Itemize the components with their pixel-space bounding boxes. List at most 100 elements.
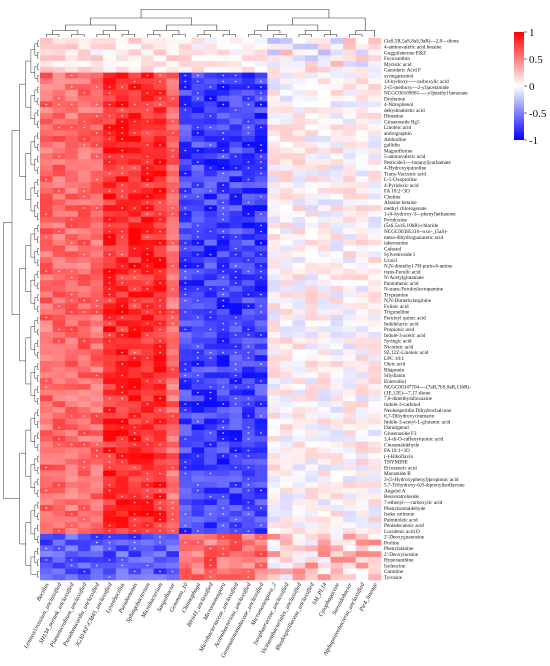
heatmap-cell	[128, 205, 142, 212]
heatmap-cell	[52, 441, 66, 448]
heatmap-cell	[52, 528, 66, 535]
heatmap-cell	[305, 360, 319, 367]
dendrogram-branch	[30, 464, 35, 488]
heatmap-cell	[254, 562, 268, 569]
heatmap-cell	[128, 210, 142, 218]
heatmap-cell	[40, 43, 53, 50]
heatmap-cell	[330, 435, 344, 442]
heatmap-cell	[52, 505, 66, 512]
heatmap-cell	[153, 349, 167, 356]
heatmap-cell	[191, 568, 205, 575]
heatmap-cell	[52, 522, 66, 529]
significance-star: *	[247, 260, 250, 265]
heatmap-cell	[368, 38, 382, 45]
heatmap-cell	[229, 453, 243, 460]
heatmap-cell	[191, 112, 205, 120]
heatmap-cell	[368, 556, 382, 564]
heatmap-cell	[40, 499, 53, 506]
heatmap-cell	[204, 107, 218, 114]
heatmap-cell	[305, 447, 319, 454]
significance-star: *	[45, 381, 48, 386]
heatmap-cell	[229, 280, 243, 287]
heatmap-cell	[305, 505, 319, 512]
significance-star: *	[133, 525, 136, 530]
significance-star: *	[209, 231, 212, 236]
significance-star: *	[222, 421, 225, 426]
dendrogram-branch	[37, 398, 39, 405]
heatmap-cell	[368, 372, 382, 379]
heatmap-cell	[242, 476, 255, 483]
heatmap-cell	[254, 130, 268, 137]
heatmap-cell	[191, 84, 205, 91]
significance-star: *	[121, 386, 124, 391]
heatmap-cell	[317, 141, 331, 148]
heatmap-cell	[65, 395, 79, 402]
heatmap-cell	[330, 458, 344, 465]
significance-star: *	[260, 536, 263, 541]
heatmap-cell	[52, 274, 66, 281]
heatmap-cell	[317, 147, 331, 154]
heatmap-cell	[141, 447, 154, 454]
heatmap-cell	[52, 176, 66, 183]
significance-star: *	[146, 421, 149, 426]
significance-star: *	[159, 300, 162, 305]
heatmap-cell	[343, 187, 357, 194]
heatmap-cell	[166, 378, 180, 385]
row-label: Feruloyl quinic acid	[384, 315, 426, 321]
heatmap-cell	[178, 43, 192, 50]
heatmap-cell	[65, 383, 79, 391]
significance-star: *	[184, 473, 187, 478]
heatmap-cell	[343, 407, 357, 414]
significance-star: *	[260, 144, 263, 149]
heatmap-cell	[77, 251, 91, 258]
heatmap-cell	[204, 136, 218, 143]
heatmap-cell	[267, 366, 281, 373]
row-label: Guggulsterone E&Z	[384, 50, 426, 56]
heatmap-cell	[115, 464, 129, 471]
heatmap-cell	[178, 210, 192, 218]
significance-star: *	[58, 104, 61, 109]
heatmap-cell	[204, 389, 218, 396]
heatmap-cell	[204, 441, 218, 448]
heatmap-cell	[343, 124, 357, 131]
row-label: N,N-dimethyl-7H-purin-6-amine	[384, 264, 453, 270]
significance-star: *	[121, 421, 124, 426]
heatmap-cell	[305, 205, 319, 212]
significance-star: *	[146, 323, 149, 328]
heatmap-cell	[216, 481, 230, 489]
heatmap-cell	[141, 505, 154, 512]
heatmap-cell	[254, 510, 268, 517]
heatmap-cell	[254, 447, 268, 454]
heatmap-cell	[368, 343, 382, 350]
significance-star: *	[159, 329, 162, 334]
heatmap-cell	[355, 320, 369, 327]
heatmap-cell	[90, 239, 104, 246]
heatmap-cell	[40, 568, 53, 575]
dendrogram-branch	[37, 179, 39, 186]
significance-star: *	[235, 381, 238, 386]
heatmap-cell	[368, 251, 382, 258]
significance-star: *	[108, 271, 111, 276]
heatmap-cell	[128, 522, 142, 529]
heatmap-cell	[330, 147, 344, 154]
heatmap-cell	[128, 481, 142, 489]
heatmap-cell	[317, 314, 331, 321]
heatmap-cell	[317, 78, 331, 85]
dendrogram-branch	[37, 86, 39, 94]
heatmap-cell	[178, 55, 192, 62]
dendrogram-branch	[349, 34, 363, 37]
heatmap-cell	[153, 481, 167, 489]
heatmap-cell	[216, 43, 230, 50]
heatmap-cell	[317, 372, 331, 379]
heatmap-cell	[65, 476, 79, 483]
heatmap-cell	[166, 487, 180, 494]
heatmap-cell	[90, 61, 104, 68]
heatmap-cell	[115, 251, 129, 258]
heatmap-cell	[229, 153, 243, 160]
heatmap-cell	[292, 216, 306, 223]
heatmap-cell	[305, 545, 319, 552]
significance-star: *	[121, 277, 124, 282]
heatmap-cell	[242, 389, 255, 396]
heatmap-cell	[229, 562, 243, 569]
heatmap-cell	[153, 159, 167, 166]
